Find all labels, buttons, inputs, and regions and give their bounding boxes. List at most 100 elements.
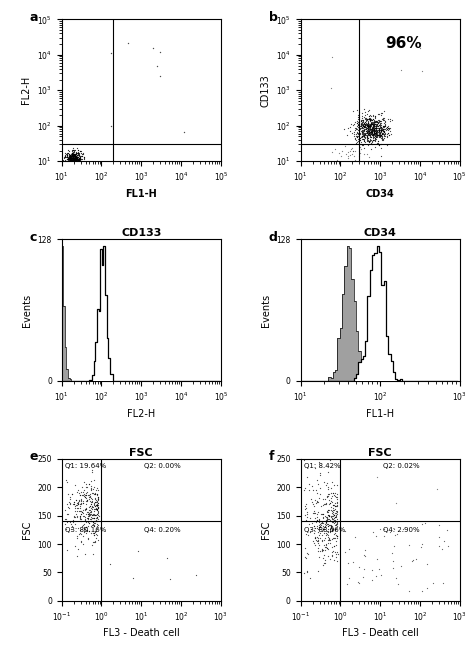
Point: [78, 507, 86, 517]
Point: [80, 519, 87, 529]
Point: [429, 578, 437, 588]
Point: [71, 152, 79, 163]
Point: [376, 564, 383, 574]
Point: [319, 494, 327, 504]
Point: [368, 119, 376, 129]
Point: [365, 125, 373, 135]
Point: [78, 149, 86, 159]
Point: [90, 475, 98, 485]
Point: [76, 155, 83, 165]
Point: [83, 507, 91, 517]
Point: [92, 533, 100, 543]
Point: [71, 152, 78, 162]
Point: [331, 504, 338, 514]
Point: [71, 156, 78, 166]
Point: [68, 161, 76, 171]
Point: [371, 125, 379, 136]
Point: [349, 146, 357, 156]
Point: [76, 510, 83, 521]
Point: [359, 127, 367, 138]
Point: [327, 519, 334, 530]
Point: [332, 501, 340, 511]
Point: [76, 499, 84, 509]
Point: [72, 152, 80, 163]
Point: [321, 510, 328, 521]
Point: [72, 158, 79, 169]
Point: [68, 155, 75, 165]
Point: [374, 472, 381, 483]
Point: [69, 149, 76, 159]
Y-axis label: FSC: FSC: [261, 521, 271, 539]
Point: [363, 123, 370, 133]
Point: [317, 468, 324, 478]
Point: [364, 118, 372, 128]
Point: [372, 129, 380, 139]
Point: [91, 506, 98, 516]
Point: [344, 151, 351, 162]
Point: [68, 149, 76, 160]
Point: [77, 495, 84, 505]
Point: [346, 125, 354, 136]
Point: [359, 130, 367, 141]
Point: [71, 150, 79, 160]
Point: [71, 152, 78, 163]
Point: [65, 154, 73, 164]
Point: [74, 155, 82, 165]
Point: [68, 152, 76, 162]
Point: [73, 158, 80, 168]
Point: [328, 508, 336, 519]
Point: [328, 550, 336, 561]
Point: [92, 503, 100, 514]
Point: [69, 155, 76, 165]
Point: [86, 495, 93, 506]
Point: [365, 114, 373, 124]
Point: [312, 535, 320, 545]
Point: [371, 133, 379, 143]
Point: [322, 530, 330, 540]
Point: [76, 153, 83, 163]
Point: [68, 149, 76, 160]
Point: [71, 154, 79, 165]
Point: [81, 522, 88, 532]
Point: [356, 121, 364, 131]
Point: [371, 127, 379, 138]
Point: [365, 123, 372, 133]
Point: [318, 517, 326, 527]
Point: [356, 132, 364, 143]
Point: [371, 128, 378, 138]
Point: [374, 129, 381, 139]
Point: [361, 132, 369, 143]
Point: [62, 519, 69, 529]
Point: [303, 548, 310, 558]
Point: [77, 151, 84, 162]
Point: [93, 516, 101, 526]
Point: [367, 111, 374, 121]
Point: [328, 505, 335, 515]
Point: [87, 484, 94, 495]
Point: [381, 531, 388, 541]
Point: [318, 508, 326, 519]
Point: [369, 127, 376, 137]
Point: [356, 123, 363, 133]
Point: [333, 492, 340, 502]
Point: [366, 120, 374, 130]
Point: [375, 123, 383, 134]
Point: [73, 154, 80, 164]
Point: [73, 152, 81, 163]
Point: [79, 507, 87, 517]
Point: [93, 504, 100, 514]
Point: [67, 154, 75, 165]
Point: [376, 121, 383, 131]
Point: [376, 116, 384, 126]
Point: [93, 514, 100, 524]
Point: [192, 570, 200, 580]
Point: [70, 156, 78, 166]
Point: [324, 507, 331, 517]
Point: [371, 116, 379, 126]
Point: [365, 125, 372, 136]
Point: [311, 540, 319, 550]
Point: [70, 499, 77, 509]
Point: [76, 158, 83, 169]
Point: [376, 118, 383, 128]
Point: [92, 510, 100, 521]
